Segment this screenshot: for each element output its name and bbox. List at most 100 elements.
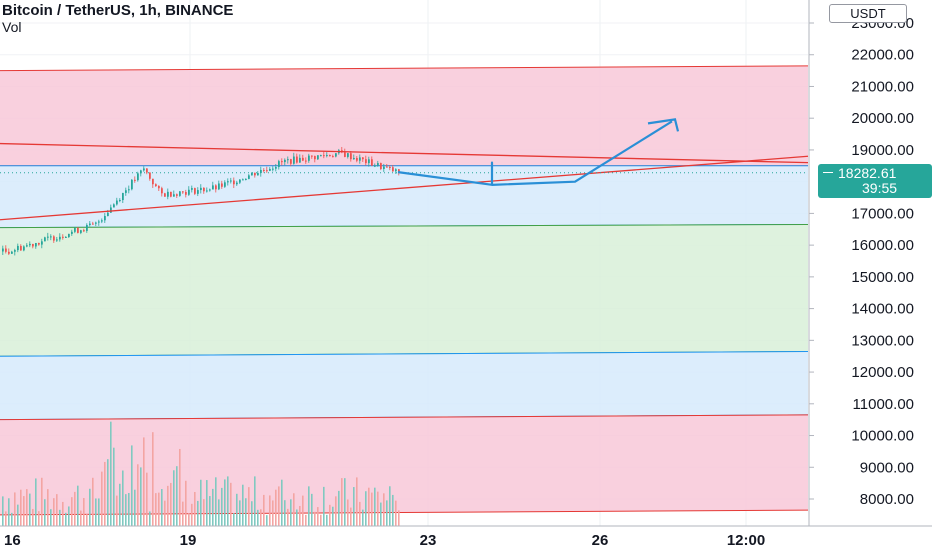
volume-bar (131, 445, 133, 526)
candle-body (11, 251, 13, 254)
price-tick-label: 21000.00 (851, 78, 914, 95)
time-tick-label: 12:00 (727, 532, 765, 549)
candle-body (104, 216, 106, 221)
symbol-title[interactable]: Bitcoin / TetherUS, 1h, BINANCE (2, 2, 234, 19)
candle-body (197, 190, 199, 194)
candle-body (95, 222, 97, 224)
candle-body (38, 242, 40, 245)
volume-bar (8, 498, 10, 526)
candle-body (149, 172, 151, 179)
volume-bar (371, 492, 373, 526)
candle-body (329, 155, 331, 157)
candle-body (227, 181, 229, 183)
zone-band-green (0, 224, 808, 357)
volume-bar (395, 500, 397, 526)
volume-bar (356, 477, 358, 526)
candle-body (179, 191, 181, 196)
volume-bar (272, 500, 274, 526)
candle-body (98, 221, 100, 223)
zone-top-line (0, 65, 809, 72)
volume-bar (344, 478, 346, 526)
candle-body (245, 178, 247, 180)
volume-bar (230, 482, 232, 526)
volume-bar (374, 487, 376, 526)
candle-body (359, 157, 361, 161)
volume-bar (89, 488, 91, 526)
volume-bar (206, 480, 208, 526)
volume-bar (44, 499, 46, 526)
candle-body (203, 187, 205, 192)
candle-body (164, 193, 166, 197)
volume-bar (179, 448, 181, 526)
volume-bar (170, 482, 172, 526)
candle-body (20, 245, 22, 251)
volume-bar (140, 467, 142, 526)
candle-body (17, 245, 19, 251)
volume-bar (188, 513, 190, 526)
candle-body (26, 245, 28, 247)
volume-bar (308, 486, 310, 526)
candle-body (317, 155, 319, 160)
zone-top-line (0, 350, 809, 357)
volume-bar (191, 503, 193, 526)
candle-body (32, 243, 34, 247)
projection-path (397, 120, 673, 186)
volume-bar (254, 476, 256, 526)
volume-bar (83, 497, 85, 526)
price-tick-label: 10000.00 (851, 428, 914, 445)
volume-bar (194, 491, 196, 526)
volume-bar (167, 485, 169, 526)
volume-bar (35, 478, 37, 526)
chart-header: Bitcoin / TetherUS, 1h, BINANCE Vol (2, 2, 234, 36)
volume-bar (68, 506, 70, 526)
candle-countdown: 39:55 (862, 180, 898, 196)
candle-body (260, 169, 262, 174)
candle-body (209, 189, 211, 191)
candle-body (173, 194, 175, 197)
candle-body (314, 156, 316, 160)
volume-bar (2, 496, 4, 526)
volume-bar (317, 507, 319, 526)
volume-bar (110, 421, 112, 526)
candle-body (80, 230, 82, 233)
candle-body (116, 200, 118, 205)
candle-body (239, 179, 241, 183)
candle-body (86, 225, 88, 231)
volume-bar (209, 496, 211, 526)
candle-body (374, 165, 376, 167)
candle-body (191, 188, 193, 190)
candle-body (299, 157, 301, 163)
candle-body (287, 159, 289, 161)
candle-body (323, 155, 325, 157)
candle-body (344, 152, 346, 157)
price-unit-button[interactable]: USDT (829, 4, 907, 23)
candle-body (335, 153, 337, 157)
volume-bar (158, 492, 160, 526)
volume-bar (251, 501, 253, 526)
volume-bar (227, 476, 229, 526)
candle-body (377, 163, 379, 166)
candle-body (89, 223, 91, 226)
candle-body (362, 157, 364, 160)
candle-body (275, 167, 277, 169)
price-tick-label: 20000.00 (851, 110, 914, 127)
volume-bar (383, 493, 385, 526)
volume-label[interactable]: Vol (2, 19, 22, 35)
volume-bar (161, 489, 163, 526)
volume-bar (248, 487, 250, 526)
volume-bar (59, 509, 61, 526)
volume-bar (92, 477, 94, 526)
candle-body (83, 230, 85, 232)
candle-body (182, 191, 184, 193)
volume-bar (296, 509, 298, 526)
candle-body (137, 173, 139, 181)
volume-bar (11, 512, 13, 526)
candle-body (122, 192, 124, 201)
price-tick-label: 16000.00 (851, 237, 914, 254)
last-price-value: 18282.61 (838, 165, 897, 181)
candle-body (236, 182, 238, 185)
volume-bar (314, 511, 316, 526)
price-tick-label: 8000.00 (860, 491, 914, 508)
